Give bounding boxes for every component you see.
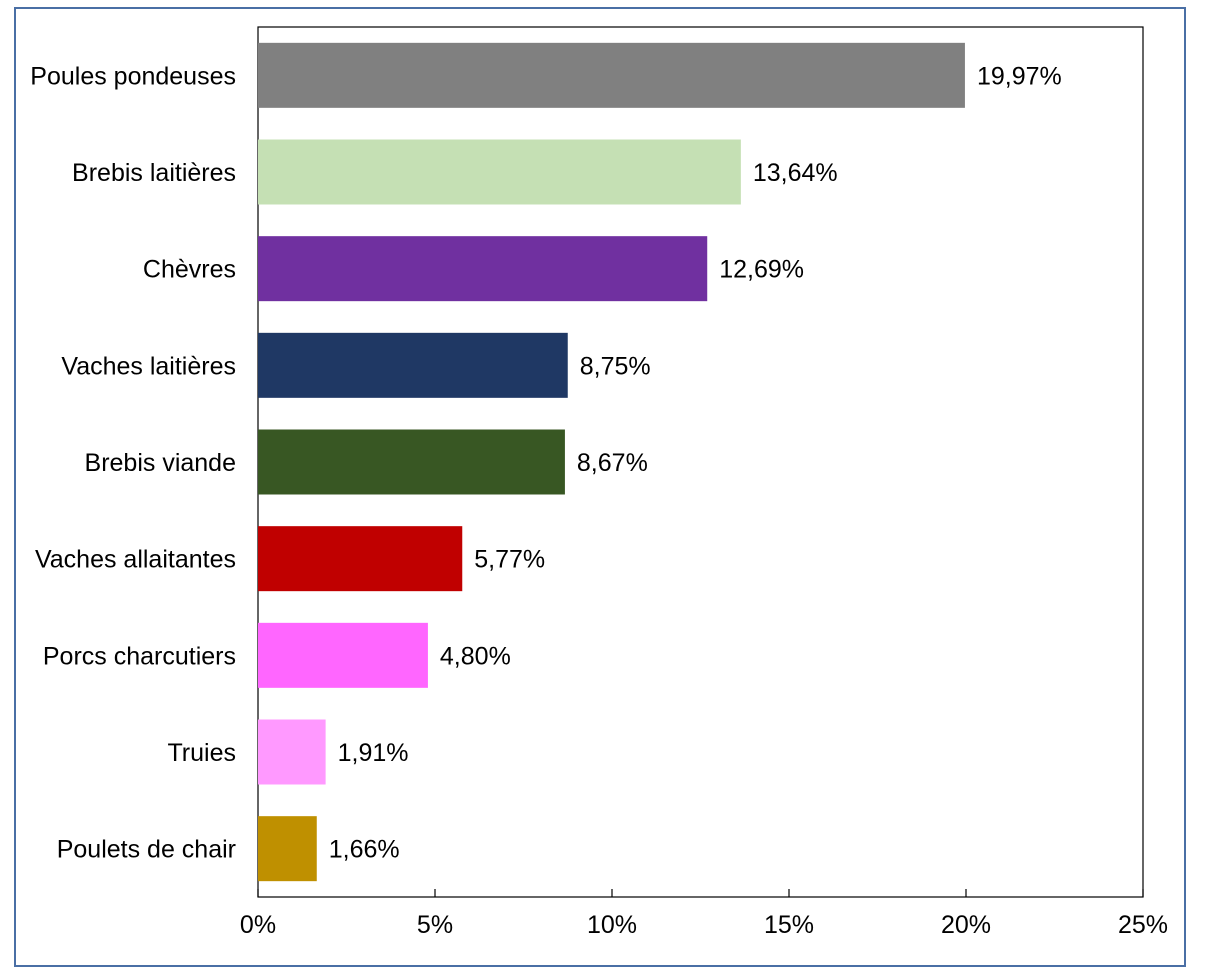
category-label-1: Brebis laitières — [72, 159, 236, 187]
value-label-2: 12,69% — [719, 256, 804, 284]
bar-6 — [258, 622, 428, 688]
value-label-3: 8,75% — [580, 352, 651, 380]
bar-5 — [258, 526, 463, 592]
value-label-8: 1,66% — [329, 836, 400, 864]
x-tick-label-3: 15% — [764, 911, 814, 939]
bar-2 — [258, 236, 708, 302]
bar-8 — [258, 816, 317, 882]
value-label-0: 19,97% — [977, 62, 1062, 90]
bar-4 — [258, 429, 565, 495]
category-label-0: Poules pondeuses — [30, 62, 236, 90]
bar-1 — [258, 139, 741, 205]
bar-7 — [258, 719, 326, 785]
value-label-7: 1,91% — [338, 739, 409, 767]
value-label-5: 5,77% — [474, 546, 545, 574]
category-label-2: Chèvres — [143, 256, 236, 284]
value-label-6: 4,80% — [440, 642, 511, 670]
x-tick-label-0: 0% — [240, 911, 276, 939]
bar-0 — [258, 42, 965, 108]
category-label-7: Truies — [167, 739, 236, 767]
x-tick-label-2: 10% — [587, 911, 637, 939]
chart-frame: Poules pondeuses 19,97% Brebis laitières 13… — [14, 7, 1186, 967]
category-label-3: Vaches laitières — [61, 352, 236, 380]
category-label-8: Poulets de chair — [57, 836, 236, 864]
value-label-4: 8,67% — [577, 449, 648, 477]
category-label-6: Porcs charcutiers — [43, 642, 236, 670]
bar-3 — [258, 332, 568, 398]
category-label-4: Brebis viande — [85, 449, 236, 477]
bar-chart: Poules pondeuses 19,97% Brebis laitières 13… — [30, 26, 1168, 939]
x-tick-label-1: 5% — [417, 911, 453, 939]
x-tick-label-4: 20% — [941, 911, 991, 939]
category-label-5: Vaches allaitantes — [35, 546, 236, 574]
value-label-1: 13,64% — [753, 159, 838, 187]
x-tick-label-5: 25% — [1118, 911, 1168, 939]
